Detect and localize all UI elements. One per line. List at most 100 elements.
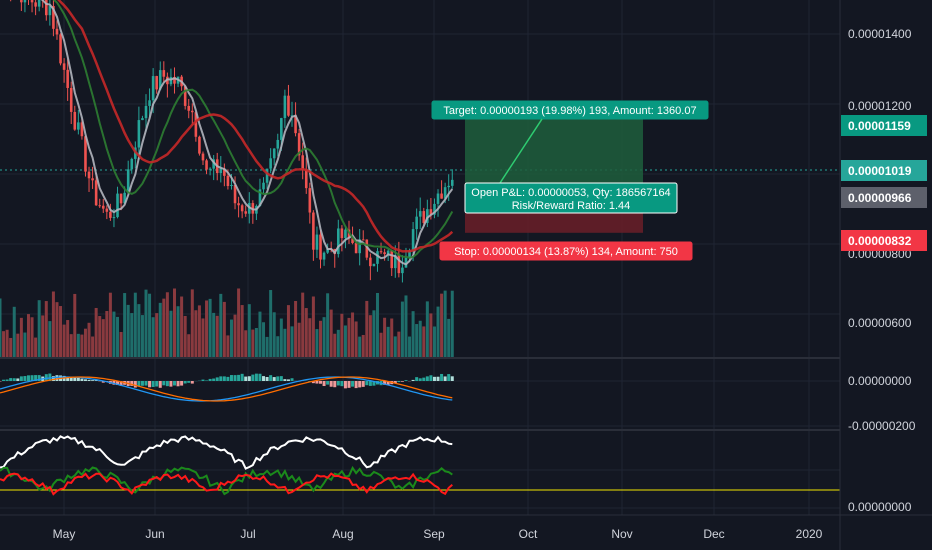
- macd-histogram-bar: [5, 379, 9, 381]
- price-tag-label: 0.00001159: [848, 119, 911, 133]
- candle-body: [80, 122, 84, 137]
- macd-histogram-bar: [180, 381, 184, 386]
- macd-histogram-bar: [165, 381, 169, 387]
- volume-bar: [262, 322, 266, 358]
- candle-body: [376, 251, 379, 264]
- macd-histogram-bar: [365, 381, 369, 386]
- candle-body: [422, 211, 426, 223]
- macd-histogram-bar: [130, 381, 134, 386]
- macd-histogram-bar: [12, 378, 16, 381]
- volume-bar: [393, 336, 397, 358]
- candle-body: [240, 205, 244, 212]
- stop-label-box[interactable]: [439, 241, 693, 261]
- macd-histogram-bar: [176, 381, 180, 387]
- volume-bar: [91, 336, 95, 358]
- time-tick-label: Sep: [423, 527, 445, 541]
- volume-bar: [347, 317, 351, 358]
- volume-bar: [19, 317, 23, 358]
- volume-bar: [365, 300, 369, 358]
- macd-histogram-bar: [76, 377, 80, 381]
- volume-bar: [297, 322, 301, 358]
- macd-histogram-bar: [283, 379, 287, 381]
- volume-bar: [447, 318, 451, 358]
- candle-body: [340, 228, 344, 239]
- candle-body: [450, 179, 454, 186]
- macd-histogram-bar: [358, 381, 362, 388]
- macd-histogram-bar: [411, 379, 415, 381]
- candle-body: [358, 239, 361, 254]
- pnl-label-box[interactable]: [464, 182, 678, 214]
- macd-histogram-bar: [34, 375, 38, 381]
- volume-bar: [440, 293, 444, 358]
- macd-histogram-bar: [148, 381, 152, 388]
- volume-bar: [76, 333, 80, 358]
- volume-bar: [30, 317, 34, 358]
- pnl-label-text: Open P&L: 0.00000053, Qty: 186567164: [471, 187, 670, 199]
- volume-bar: [194, 310, 198, 358]
- volume-bar: [229, 319, 233, 358]
- time-tick-label: Jun: [145, 527, 164, 541]
- macd-histogram-bar: [9, 378, 13, 381]
- volume-bar: [294, 301, 298, 358]
- candle-body: [315, 234, 319, 250]
- macd-histogram-bar: [319, 381, 323, 384]
- price-axis[interactable]: 0.000014000.000012000.000008000.00000600…: [841, 27, 927, 514]
- volume-bar: [276, 336, 280, 358]
- time-tick-label: Aug: [332, 527, 353, 541]
- volume-bar: [26, 314, 30, 358]
- volume-bar: [165, 292, 169, 358]
- volume-bar: [265, 336, 269, 358]
- volume-bar: [432, 326, 436, 358]
- candle-body: [201, 153, 205, 161]
- time-tick-label: Oct: [519, 527, 538, 541]
- price-tick-label: 0.00001200: [848, 99, 912, 113]
- volume-bar: [187, 334, 191, 358]
- candle-body: [447, 185, 451, 188]
- candle-body: [126, 169, 130, 193]
- volume-bar: [219, 293, 223, 358]
- macd-histogram-bar: [87, 379, 91, 381]
- candle-body: [301, 155, 304, 170]
- candle-body: [101, 205, 105, 209]
- profit-zone[interactable]: [465, 118, 643, 186]
- macd-histogram-bar: [158, 381, 162, 388]
- candle-body: [393, 255, 397, 269]
- candle-body: [198, 136, 201, 154]
- volume-bar: [301, 292, 305, 358]
- time-axis[interactable]: May Jun Jul Aug Sep Oct Nov Dec 2020: [53, 527, 823, 541]
- macd-histogram-bar: [336, 381, 340, 386]
- candle-body: [34, 2, 37, 7]
- volume-bar: [375, 292, 379, 358]
- volume-bar: [133, 292, 137, 358]
- candle-body: [158, 70, 162, 90]
- volume-bar: [400, 301, 404, 358]
- candle-body: [287, 95, 290, 116]
- candle-body: [415, 216, 418, 230]
- volume-bar: [272, 312, 276, 358]
- candle-body: [233, 184, 237, 204]
- position-labels[interactable]: Target: 0.00000193 (19.98%) 193, Amount:…: [431, 100, 709, 261]
- target-label-box[interactable]: [431, 100, 709, 120]
- macd-histogram-bar: [425, 376, 429, 381]
- macd-histogram-bar: [183, 381, 187, 384]
- volume-bar: [244, 330, 248, 358]
- candle-body: [276, 139, 280, 149]
- candle-body: [191, 110, 194, 113]
- candle-body: [337, 228, 340, 255]
- candle-body: [208, 168, 212, 170]
- candle-body: [262, 182, 265, 190]
- volume-bar: [422, 326, 426, 358]
- volume-bar: [176, 306, 180, 358]
- volume-bar: [450, 290, 454, 358]
- macd-histogram-bar: [279, 376, 283, 381]
- volume-bar: [286, 305, 290, 358]
- volume-bar: [148, 293, 152, 358]
- candle-body: [44, 0, 48, 16]
- volume-bar: [358, 336, 362, 358]
- volume-bar: [98, 316, 102, 358]
- candle-body: [105, 208, 109, 212]
- time-tick-label: 2020: [796, 527, 823, 541]
- candle-body: [383, 252, 386, 255]
